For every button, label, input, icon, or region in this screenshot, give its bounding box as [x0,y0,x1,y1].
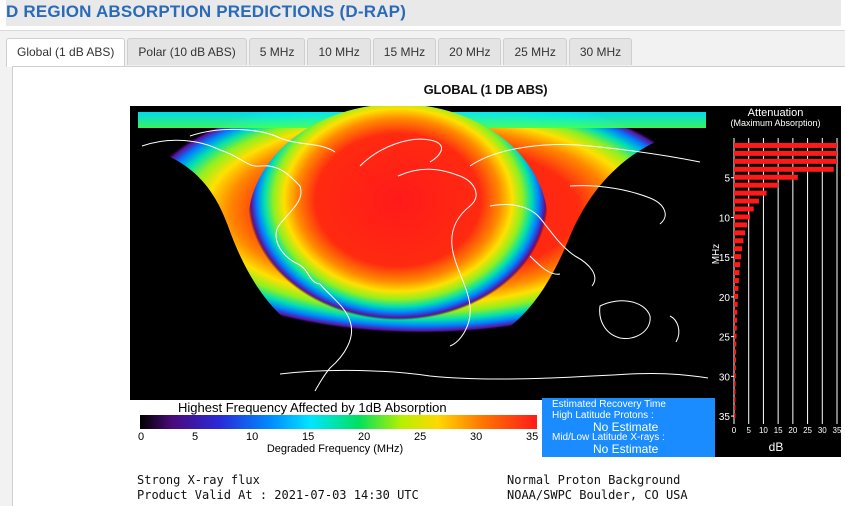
absorption-core [248,106,548,344]
frequency-legend: Highest Frequency Affected by 1dB Absorp… [130,400,540,457]
attenuation-y-tick: 15 [719,253,731,264]
tab-25mhz[interactable]: 25 MHz [503,38,567,65]
attenuation-subtitle: (Maximum Absorption) [730,118,821,128]
tab-30mhz[interactable]: 30 MHz [568,38,633,65]
attenuation-bar [734,333,737,339]
attenuation-y-tick: 35 [719,412,731,423]
attenuation-bar [734,285,739,291]
attenuation-bar [734,317,738,323]
attenuation-bar [734,182,779,188]
attenuation-x-tick: 30 [818,426,827,435]
attenuation-bar [734,190,767,196]
attenuation-title: Attenuation [747,107,804,119]
drap-figure: GLOBAL (1 DB ABS) [130,76,841,505]
attenuation-bar [734,365,736,371]
legend-tick: 15 [302,431,315,443]
attenuation-bar [734,214,750,220]
attenuation-x-tick: 20 [788,426,797,435]
attenuation-bar [734,325,737,331]
attenuation-bar [734,373,736,379]
attenuation-y-tick: 20 [719,293,731,304]
attenuation-bar [734,301,738,307]
legend-tick: 35 [526,431,539,443]
attenuation-bar [734,142,837,148]
high-lat-label: High Latitude Protons : [552,410,654,421]
high-lat-value: No Estimate [593,420,659,434]
attenuation-bar [734,246,743,252]
absorption-map [130,106,710,400]
attenuation-x-tick: 25 [803,426,812,435]
tab-20mhz[interactable]: 20 MHz [438,38,502,65]
attenuation-bar [734,230,746,236]
legend-tick: 25 [414,431,427,443]
mid-low-value: No Estimate [593,442,659,456]
mid-low-label: Mid/Low Latitude X-rays : [552,432,665,443]
legend-tick: 10 [246,431,259,443]
legend-tick: 30 [470,431,483,443]
attenuation-bar [734,278,739,283]
legend-tick: 0 [138,431,145,443]
attenuation-bar [734,262,741,268]
attenuation-bar [734,198,759,204]
recovery-box: Estimated Recovery Time High Latitude Pr… [542,398,715,457]
tab-10mhz[interactable]: 10 MHz [307,38,371,65]
figure-title: GLOBAL (1 DB ABS) [423,82,548,97]
tab-bar: Global (1 dB ABS) Polar (10 dB ABS) 5 MHz 1… [6,38,634,67]
attenuation-bar [734,174,798,180]
attenuation-x-tick: 15 [774,426,783,435]
attenuation-bar [734,270,740,276]
attenuation-bar [734,254,742,260]
absorption-map-graphic [130,106,710,400]
tab-15mhz[interactable]: 15 MHz [372,38,437,65]
footer-source: NOAA/SWPC Boulder, CO USA [507,488,688,502]
attenuation-bar [734,222,748,228]
footer-flux-status: Strong X-ray flux [137,473,260,487]
attenuation-y-tick: 25 [719,333,731,344]
footer-proton-status: Normal Proton Background [507,473,681,487]
attenuation-y-tick: 10 [719,213,731,224]
attenuation-bar [734,397,736,403]
attenuation-bar [734,150,837,156]
attenuation-bar [734,389,736,395]
attenuation-y-tick: 5 [724,174,730,185]
attenuation-bar [734,357,737,363]
legend-title: Highest Frequency Affected by 1dB Absorp… [178,400,447,415]
attenuation-x-tick: 0 [732,426,737,435]
legend-x-label: Degraded Frequency (MHz) [266,443,404,455]
attenuation-bar [734,166,834,172]
recovery-title: Estimated Recovery Time [552,399,666,410]
attenuation-y-tick: 30 [719,372,731,383]
attenuation-bar [734,206,754,212]
legend-colorbar [140,415,537,429]
tab-global[interactable]: Global (1 dB ABS) [6,38,126,67]
attenuation-bar [734,349,737,355]
attenuation-bar [734,381,736,387]
attenuation-x-tick: 5 [746,426,751,435]
footer-valid-time: Product Valid At : 2021-07-03 14:30 UTC [137,488,419,502]
tab-polar[interactable]: Polar (10 dB ABS) [127,38,247,65]
attenuation-bar [734,238,744,244]
page-title: D REGION ABSORPTION PREDICTIONS (D-RAP) [6,0,841,26]
attenuation-bar [734,405,736,411]
attenuation-bar [734,413,736,419]
figure-footer: Strong X-ray flux Product Valid At : 202… [130,457,841,505]
legend-tick: 20 [358,431,371,443]
tab-5mhz[interactable]: 5 MHz [248,38,306,65]
legend-tick: 5 [192,431,199,443]
coastlines [141,129,709,392]
attenuation-bar [734,293,738,299]
attenuation-x-tick: 10 [759,426,768,435]
attenuation-bar [734,341,737,347]
attenuation-y-label: MHz [711,244,722,265]
attenuation-bar [734,309,738,315]
attenuation-x-label: dB [769,440,784,454]
attenuation-x-tick: 35 [833,426,841,435]
attenuation-bar [734,158,837,164]
attenuation-panel: Attenuation (Maximum Absorption) MHz dB … [710,106,841,457]
